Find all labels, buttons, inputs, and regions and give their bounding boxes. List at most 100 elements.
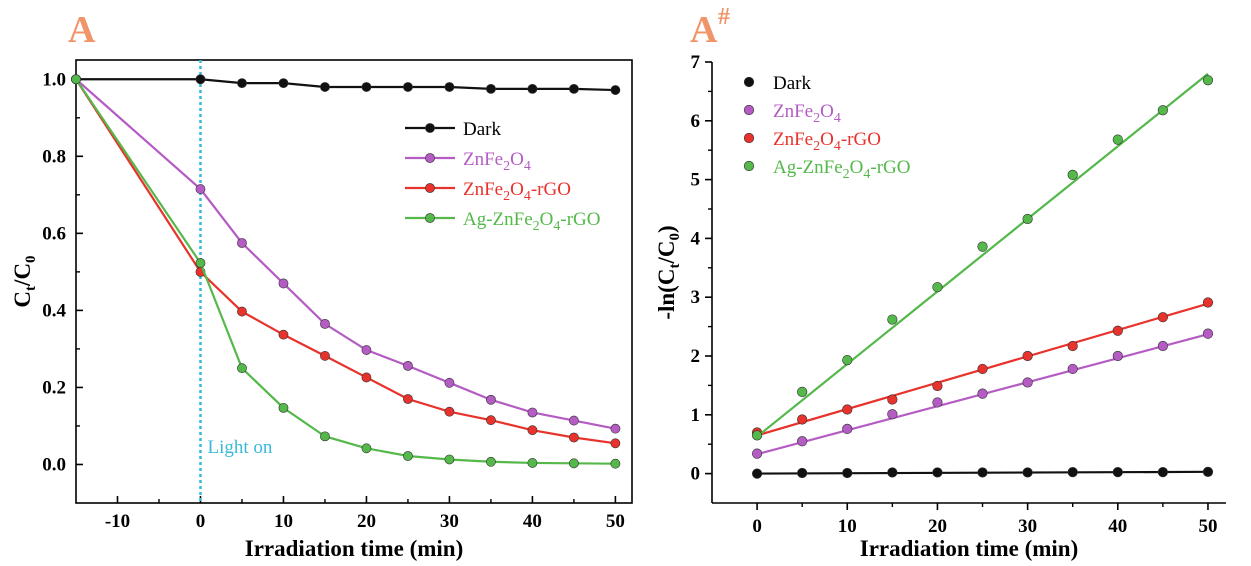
b-point-dark [842, 467, 853, 479]
a-point-dark [444, 82, 455, 92]
a-legend-label-dark: Dark [463, 119, 501, 140]
b-y-tick-label: 7 [691, 52, 701, 73]
a-point-znfe2o4 [569, 415, 579, 426]
a-point-dark [610, 85, 621, 95]
a-point-dark [569, 83, 579, 94]
b-y-tick-label: 4 [691, 228, 701, 249]
b-point-znfe2o4_rgo [977, 363, 988, 375]
b-point-ag_znfe2o4_rgo [932, 282, 943, 293]
b-point-ag_znfe2o4_rgo [1157, 105, 1168, 116]
b-point-znfe2o4 [1112, 350, 1123, 362]
a-legend-marker-dark [425, 123, 435, 133]
a-x-tick-label: -10 [105, 511, 130, 532]
b-point-znfe2o4_rgo [932, 380, 943, 392]
a-legend-marker-znfe2o4 [425, 153, 435, 163]
a-point-znfe2o4 [444, 377, 455, 388]
a-point-znfe2o4 [195, 184, 206, 194]
a-point-ag_znfe2o4_rgo [195, 258, 206, 268]
b-point-dark [1022, 467, 1033, 478]
b-point-dark [1202, 466, 1214, 477]
a-legend-marker-znfe2o4_rgo [425, 183, 435, 193]
a-x-tick-label: 40 [523, 511, 542, 532]
a-point-ag_znfe2o4_rgo [403, 451, 413, 461]
panel-a-sharp-y-axis-title: -ln(Ct/C0) [654, 225, 683, 319]
b-y-tick-label: 2 [691, 346, 701, 367]
a-x-tick-label: 10 [274, 511, 293, 532]
a-x-tick-label: 50 [606, 511, 625, 532]
b-x-tick-label: 20 [928, 516, 947, 537]
panel-a-sharp-legend: Dark ZnFe2O4 ZnFe2O4-rGO Ag-ZnFe2O4-rGO [743, 73, 911, 182]
a-point-znfe2o4 [403, 360, 413, 371]
b-point-dark [1157, 467, 1168, 478]
a-point-znfe2o4 [278, 278, 289, 289]
a-legend-label-znfe2o4_rgo: ZnFe2O4-rGO [463, 179, 571, 204]
b-point-znfe2o4 [797, 436, 808, 447]
a-point-znfe2o4_rgo [361, 372, 372, 383]
b-point-dark [932, 467, 943, 478]
a-series-line-dark [76, 78, 616, 92]
b-point-znfe2o4 [1202, 328, 1214, 339]
b-point-znfe2o4 [1067, 363, 1078, 375]
b-legend-label-znfe2o4_rgo: ZnFe2O4-rGO [773, 129, 881, 154]
b-x-tick-label: 40 [1108, 516, 1127, 537]
a-point-znfe2o4 [361, 345, 372, 355]
b-fit-line-ag_znfe2o4_rgo [756, 72, 1209, 438]
a-point-znfe2o4_rgo [237, 306, 247, 317]
b-point-znfe2o4 [1022, 377, 1033, 388]
a-point-dark [527, 83, 538, 94]
b-point-ag_znfe2o4_rgo [1202, 75, 1214, 86]
panel-a-sharp-x-axis-title: Irradiation time (min) [860, 536, 1078, 561]
b-legend-marker-znfe2o4_rgo [743, 132, 755, 144]
a-point-znfe2o4 [527, 407, 538, 418]
panel-a-sharp-chart: A # 0 10 20 30 40 50 0 1 2 3 4 5 6 7 Dark ZnFe2O4 ZnFe2… [654, 4, 1226, 561]
a-x-tick-label: 20 [357, 511, 376, 532]
a-point-znfe2o4_rgo [486, 415, 496, 426]
a-point-ag_znfe2o4_rgo [71, 74, 81, 85]
a-y-tick-label: 0.6 [42, 223, 66, 244]
b-point-znfe2o4_rgo [1067, 340, 1078, 352]
b-point-ag_znfe2o4_rgo [1022, 213, 1033, 225]
a-point-dark [278, 78, 289, 89]
b-point-znfe2o4_rgo [842, 404, 853, 415]
a-point-dark [195, 74, 206, 85]
b-point-dark [751, 468, 763, 479]
a-point-ag_znfe2o4_rgo [361, 443, 372, 454]
a-point-znfe2o4_rgo [527, 425, 538, 436]
b-point-znfe2o4 [842, 423, 853, 435]
a-point-znfe2o4_rgo [569, 432, 579, 443]
a-y-tick-label: 0.4 [42, 300, 66, 321]
a-legend-label-ag_znfe2o4_rgo: Ag-ZnFe2O4-rGO [463, 209, 601, 234]
b-x-tick-label: 0 [752, 516, 762, 537]
a-point-znfe2o4_rgo [278, 329, 289, 340]
panel-a-series [71, 74, 621, 469]
a-point-dark [486, 83, 496, 94]
b-point-znfe2o4 [932, 397, 943, 408]
a-series-line-znfe2o4_rgo [75, 78, 616, 445]
b-point-znfe2o4_rgo [887, 394, 898, 405]
b-point-znfe2o4_rgo [797, 414, 808, 425]
a-y-tick-label: 0.8 [42, 146, 66, 167]
panel-a-sharp-ticks: 0 10 20 30 40 50 0 1 2 3 4 5 6 7 [691, 52, 1226, 537]
panel-a-sharp-letter: A [690, 9, 718, 51]
b-point-dark [1112, 467, 1123, 478]
panel-a-ticks: -10 0 10 20 30 40 50 0.0 0.2 0.4 0.6 0.8 1.0 [42, 69, 625, 532]
b-point-znfe2o4 [751, 448, 763, 459]
a-series-line-ag_znfe2o4_rgo [75, 78, 616, 465]
a-y-tick-label: 0.0 [42, 454, 66, 475]
b-legend-marker-ag_znfe2o4_rgo [743, 160, 755, 172]
b-point-ag_znfe2o4_rgo [1112, 134, 1123, 145]
b-point-znfe2o4_rgo [1157, 312, 1168, 323]
a-point-znfe2o4 [486, 394, 496, 405]
a-point-ag_znfe2o4_rgo [569, 458, 579, 469]
b-point-dark [977, 467, 988, 478]
a-series-line-znfe2o4 [75, 78, 616, 430]
a-point-ag_znfe2o4_rgo [444, 454, 455, 465]
b-point-ag_znfe2o4_rgo [977, 241, 988, 252]
b-point-znfe2o4_rgo [1202, 297, 1214, 308]
b-point-ag_znfe2o4_rgo [751, 430, 763, 441]
a-point-dark [320, 82, 330, 92]
a-point-dark [403, 82, 413, 92]
panel-a-plot-frame [75, 59, 633, 504]
a-point-ag_znfe2o4_rgo [320, 431, 330, 442]
